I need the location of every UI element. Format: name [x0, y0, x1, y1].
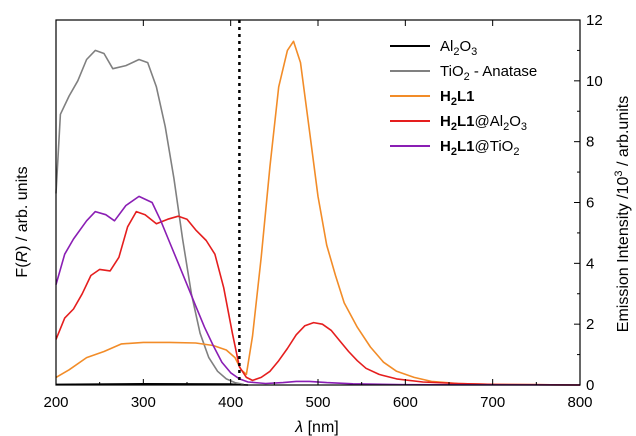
- x-axis-ticks: 200 300 400 500 600 700 800: [43, 20, 593, 411]
- x-tick-label: 700: [480, 394, 505, 411]
- y-right-axis-title: Emission Intensity /103 / arb.units: [613, 96, 632, 332]
- series-group: [55, 40, 581, 386]
- x-axis-title: λ [nm]: [294, 419, 338, 436]
- x-tick-label: 300: [131, 394, 156, 411]
- y-right-axis-ticks: 0 2 4 6 8 10 12: [574, 12, 603, 394]
- y-right-tick-label: 6: [586, 195, 594, 212]
- y-right-tick-label: 8: [586, 134, 594, 151]
- y-left-axis-title: F(R) / arb. units: [14, 166, 31, 277]
- legend-entry: H2L1: [440, 88, 474, 108]
- legend: Al2O3 TiO2 - Anatase H2L1 H2L1@Al2O3 H2L1@Ti…: [390, 38, 537, 158]
- series-line-3: [55, 40, 581, 386]
- y-right-tick-label: 10: [586, 73, 603, 90]
- series-line-4: [55, 210, 581, 386]
- y-right-tick-label: 4: [586, 255, 594, 272]
- x-tick-label: 800: [567, 394, 592, 411]
- x-tick-label: 500: [305, 394, 330, 411]
- legend-entry: H2L1@Al2O3: [440, 113, 527, 133]
- x-tick-label: 200: [43, 394, 68, 411]
- y-right-tick-label: 2: [586, 316, 594, 333]
- x-tick-label: 400: [218, 394, 243, 411]
- series-line-5: [55, 195, 581, 386]
- y-right-tick-label: 12: [586, 12, 603, 29]
- series-line-2: [55, 49, 244, 386]
- x-tick-label: 600: [393, 394, 418, 411]
- legend-entry: TiO2 - Anatase: [440, 63, 537, 83]
- legend-entry: H2L1@TiO2: [440, 138, 519, 158]
- legend-entry: Al2O3: [440, 38, 477, 58]
- y-right-tick-label: 0: [586, 377, 594, 394]
